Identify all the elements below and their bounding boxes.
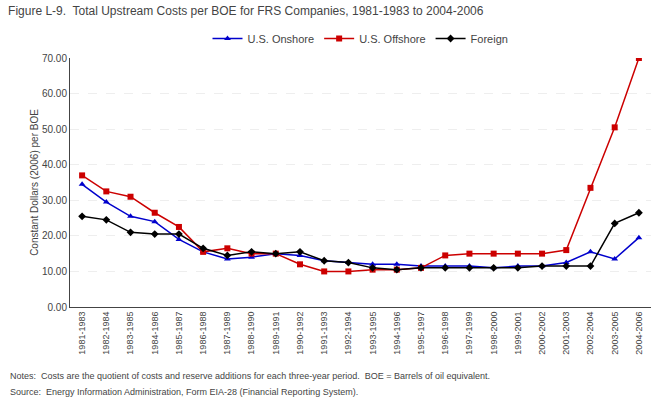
svg-text:0.00: 0.00 <box>48 302 68 313</box>
svg-text:40.00: 40.00 <box>42 159 67 170</box>
svg-text:70.00: 70.00 <box>42 53 67 64</box>
svg-text:1999-2001: 1999-2001 <box>513 312 523 355</box>
svg-text:1984-1986: 1984-1986 <box>150 312 160 355</box>
svg-text:Source: Energy Information Ad: Source: Energy Information Administratio… <box>10 387 358 397</box>
svg-text:1986-1988: 1986-1988 <box>198 312 208 355</box>
svg-text:20.00: 20.00 <box>42 230 67 241</box>
svg-text:1981-1983: 1981-1983 <box>77 312 87 355</box>
svg-text:Constant Dollars (2006) per BO: Constant Dollars (2006) per BOE <box>29 109 40 256</box>
svg-text:1997-1999: 1997-1999 <box>464 312 474 355</box>
svg-text:50.00: 50.00 <box>42 124 67 135</box>
svg-text:1988-1990: 1988-1990 <box>246 312 256 355</box>
svg-text:2000-2002: 2000-2002 <box>537 312 547 355</box>
svg-text:30.00: 30.00 <box>42 195 67 206</box>
svg-text:1992-1994: 1992-1994 <box>343 312 353 355</box>
svg-text:60.00: 60.00 <box>42 88 67 99</box>
svg-text:10.00: 10.00 <box>42 266 67 277</box>
svg-text:1996-1998: 1996-1998 <box>440 312 450 355</box>
svg-text:1998-2000: 1998-2000 <box>489 312 499 355</box>
svg-text:1995-1997: 1995-1997 <box>416 312 426 355</box>
svg-text:Figure L-9. Total Upstream Co: Figure L-9. Total Upstream Costs per BOE… <box>8 4 484 18</box>
svg-text:1994-1996: 1994-1996 <box>392 312 402 355</box>
svg-text:1987-1989: 1987-1989 <box>222 312 232 355</box>
svg-text:1982-1984: 1982-1984 <box>101 312 111 355</box>
svg-text:2002-2004: 2002-2004 <box>585 312 595 355</box>
svg-text:2003-2005: 2003-2005 <box>610 312 620 355</box>
svg-text:2001-2003: 2001-2003 <box>561 312 571 355</box>
svg-text:U.S. Onshore: U.S. Onshore <box>248 33 315 45</box>
svg-text:Notes: Costs are the quotient: Notes: Costs are the quotient of costs a… <box>10 371 490 381</box>
svg-text:2004-2006: 2004-2006 <box>634 312 644 355</box>
svg-text:1993-1995: 1993-1995 <box>368 312 378 355</box>
svg-text:1989-1991: 1989-1991 <box>271 312 281 355</box>
svg-text:1983-1985: 1983-1985 <box>125 312 135 355</box>
svg-text:Foreign: Foreign <box>471 33 508 45</box>
svg-text:1991-1993: 1991-1993 <box>319 312 329 355</box>
svg-text:1985-1987: 1985-1987 <box>174 312 184 355</box>
svg-text:U.S. Offshore: U.S. Offshore <box>359 33 425 45</box>
svg-text:1990-1992: 1990-1992 <box>295 312 305 355</box>
